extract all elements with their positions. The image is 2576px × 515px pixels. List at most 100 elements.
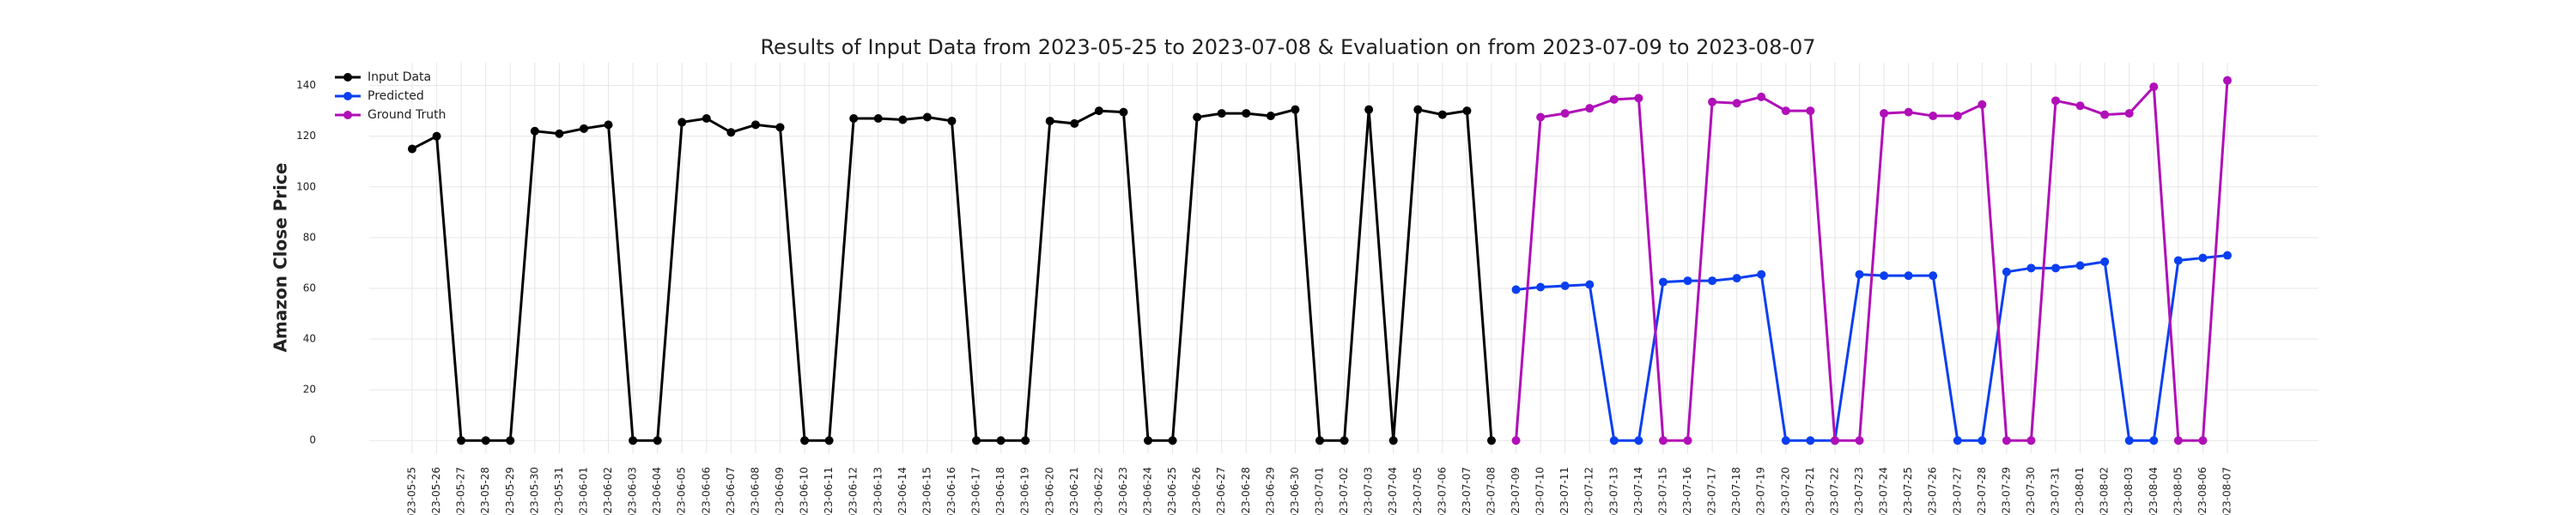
data-point (2124, 109, 2134, 118)
x-tick-label: 2023-06-18 (994, 467, 1006, 515)
x-tick-label: 2023-06-15 (920, 467, 933, 515)
y-axis-label: Amazon Close Price (270, 163, 291, 353)
x-tick-label: 2023-06-27 (1215, 467, 1227, 515)
x-tick-label: 2023-07-01 (1314, 467, 1326, 515)
x-tick-label: 2023-06-25 (1166, 467, 1178, 515)
x-tick-label: 2023-08-03 (2123, 467, 2135, 515)
legend: Input Data Predicted Ground Truth (335, 70, 446, 122)
data-point (1781, 436, 1790, 445)
x-tick-label: 2023-07-15 (1656, 467, 1668, 515)
data-point (1021, 436, 1030, 445)
data-point (2223, 251, 2232, 260)
x-tick-label: 2023-06-08 (749, 467, 761, 515)
y-tick-label: 60 (303, 282, 316, 294)
y-tick-label: 80 (303, 231, 316, 243)
x-tick-label: 2023-07-25 (1902, 467, 1914, 515)
x-tick-label: 2023-08-01 (2074, 467, 2086, 515)
x-tick-label: 2023-07-10 (1534, 467, 1546, 515)
data-point (1757, 270, 1766, 279)
data-point (579, 124, 588, 133)
data-point (1119, 107, 1128, 117)
x-tick-label: 2023-07-31 (2050, 467, 2062, 515)
data-point (1045, 116, 1054, 125)
data-point (677, 118, 687, 127)
data-point (1609, 436, 1619, 445)
x-tick-label: 2023-08-06 (2196, 467, 2208, 515)
data-point (530, 126, 539, 136)
x-tick-label: 2023-06-17 (970, 467, 982, 515)
data-point (1953, 112, 1962, 121)
data-point (1830, 436, 1839, 445)
x-tick-label: 2023-07-13 (1607, 467, 1619, 515)
data-point (1634, 436, 1643, 445)
data-point (1413, 105, 1423, 114)
data-point (1217, 109, 1226, 118)
legend-marker (343, 111, 352, 119)
data-point (1658, 436, 1668, 445)
legend-label: Input Data (368, 70, 431, 84)
y-tick-label: 120 (296, 130, 316, 142)
data-point (1855, 270, 1864, 279)
data-point (1978, 100, 1987, 109)
data-point (1609, 94, 1619, 104)
x-tick-label: 2023-07-17 (1706, 467, 1718, 515)
data-point (1929, 271, 1938, 281)
data-point (702, 114, 711, 123)
data-point (1978, 436, 1987, 445)
x-tick-label: 2023-05-31 (553, 467, 565, 515)
x-tick-label: 2023-06-04 (651, 467, 663, 515)
data-point (1560, 282, 1570, 290)
data-point (947, 116, 957, 125)
x-tick-label: 2023-06-16 (945, 467, 957, 515)
x-tick-label: 2023-07-18 (1730, 467, 1742, 515)
data-point (481, 436, 490, 445)
y-tick-label: 20 (303, 384, 316, 396)
data-point (1266, 112, 1275, 121)
data-point (1781, 106, 1790, 116)
data-point (726, 128, 736, 137)
data-point (1315, 436, 1324, 445)
x-tick-label: 2023-07-07 (1461, 467, 1473, 515)
x-tick-label: 2023-07-16 (1681, 467, 1693, 515)
x-tick-label: 2023-06-05 (676, 467, 688, 515)
data-point (1855, 436, 1864, 445)
x-tick-label: 2023-07-20 (1779, 467, 1791, 515)
data-point (2173, 256, 2183, 265)
x-tick-label: 2023-05-26 (430, 467, 442, 515)
x-tick-label: 2023-05-28 (479, 467, 491, 515)
x-tick-label: 2023-06-12 (848, 467, 860, 515)
x-tick-label: 2023-06-22 (1092, 467, 1104, 515)
x-tick-label: 2023-07-30 (2025, 467, 2037, 515)
x-tick-label: 2023-07-19 (1755, 467, 1767, 515)
legend-marker (343, 73, 352, 82)
data-point (653, 436, 662, 445)
x-tick-label: 2023-05-29 (504, 467, 516, 515)
x-tick-label: 2023-07-27 (1951, 467, 1963, 515)
data-point (2223, 76, 2232, 85)
data-point (2198, 436, 2208, 445)
data-point (824, 436, 834, 445)
x-tick-label: 2023-06-26 (1191, 467, 1203, 515)
x-tick-label: 2023-06-01 (577, 467, 589, 515)
x-tick-label: 2023-07-09 (1510, 467, 1522, 515)
x-tick-label: 2023-07-02 (1338, 467, 1350, 515)
x-tick-label: 2023-07-06 (1436, 467, 1448, 515)
data-point (1511, 436, 1521, 445)
data-point (1904, 271, 1913, 281)
x-tick-label: 2023-05-30 (528, 467, 540, 515)
data-point (800, 436, 810, 445)
data-point (1340, 436, 1349, 445)
data-point (2026, 264, 2036, 273)
x-tick-label: 2023-07-08 (1485, 467, 1497, 515)
data-point (2002, 436, 2011, 445)
data-point (2100, 110, 2110, 119)
x-tick-label: 2023-06-06 (700, 467, 712, 515)
x-tick-label: 2023-07-11 (1558, 467, 1571, 515)
data-point (1388, 436, 1398, 445)
data-point (1364, 105, 1374, 114)
x-tick-label: 2023-06-07 (725, 467, 737, 515)
data-point (1732, 99, 1741, 108)
data-point (1658, 277, 1668, 287)
data-point (1708, 276, 1717, 286)
data-point (2002, 267, 2011, 276)
